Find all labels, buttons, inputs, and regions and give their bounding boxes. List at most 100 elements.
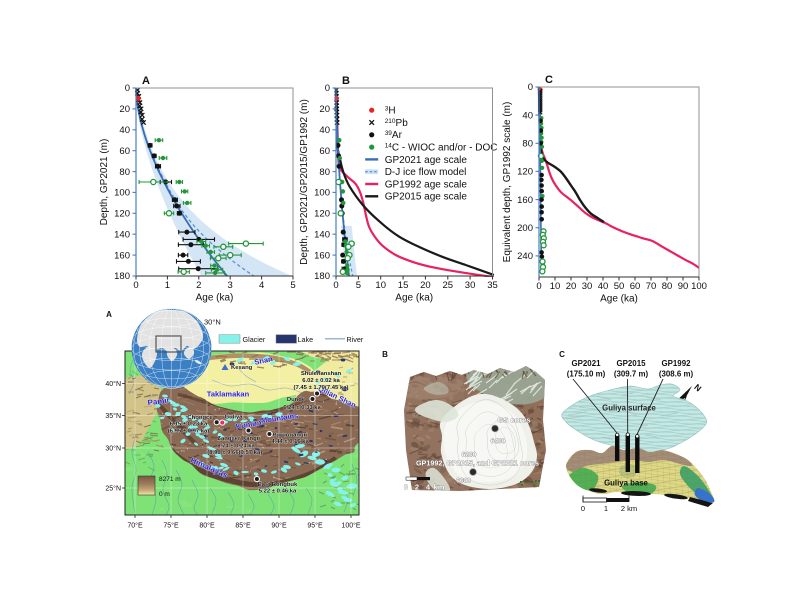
svg-text:40°N: 40°N (105, 380, 121, 388)
svg-text:B: B (342, 75, 350, 87)
svg-text:30: 30 (465, 280, 476, 291)
svg-text:85°E: 85°E (235, 522, 251, 530)
svg-text:Chongce: Chongce (187, 415, 213, 421)
svg-text:100: 100 (691, 281, 707, 292)
svg-text:Kesang: Kesang (231, 365, 253, 371)
svg-text:0: 0 (404, 483, 408, 492)
svg-text:6200: 6200 (462, 452, 477, 459)
svg-text:20: 20 (420, 280, 431, 291)
svg-text:A: A (106, 310, 112, 319)
svg-text:14C - WIOC and/or - DOC: 14C - WIOC and/or - DOC (385, 143, 498, 154)
svg-text:60: 60 (319, 146, 330, 157)
svg-text:50: 50 (614, 281, 625, 292)
svg-text:10: 10 (375, 280, 386, 291)
svg-text:60: 60 (119, 146, 130, 157)
svg-text:40: 40 (598, 281, 609, 292)
svg-text:km: km (434, 483, 445, 492)
svg-text:30: 30 (582, 281, 593, 292)
svg-text:6.02 ± 0.02 ka: 6.02 ± 0.02 ka (302, 378, 340, 384)
svg-text:25: 25 (443, 280, 454, 291)
svg-text:180: 180 (314, 271, 330, 282)
svg-text:4.44 ± 0.16 ka: 4.44 ± 0.16 ka (271, 439, 309, 445)
svg-text:90°E: 90°E (271, 522, 287, 530)
svg-text:Dunde: Dunde (287, 397, 306, 403)
svg-text:3: 3 (228, 280, 233, 291)
svg-text:80: 80 (522, 139, 533, 150)
svg-text:160: 160 (114, 250, 130, 261)
svg-text:0: 0 (133, 280, 138, 291)
svg-text:0: 0 (528, 82, 533, 93)
svg-text:(308.6 m): (308.6 m) (659, 370, 694, 379)
svg-text:120: 120 (314, 209, 330, 220)
svg-text:A: A (142, 75, 150, 87)
svg-text:Puruogangri: Puruogangri (272, 433, 307, 439)
svg-text:0: 0 (581, 504, 585, 513)
svg-text:100: 100 (314, 188, 330, 199)
svg-text:Shan: Shan (254, 354, 274, 367)
svg-text:35°N: 35°N (105, 412, 121, 420)
svg-text:30°N: 30°N (105, 444, 121, 452)
svg-text:5.22 ± 0.46 ka: 5.22 ± 0.46 ka (259, 489, 297, 495)
svg-text:60: 60 (630, 281, 641, 292)
svg-text:80°E: 80°E (199, 522, 215, 530)
svg-text:80: 80 (319, 167, 330, 178)
svg-text:10: 10 (550, 281, 561, 292)
svg-text:0: 0 (536, 281, 541, 292)
svg-text:25°N: 25°N (105, 484, 121, 492)
svg-text:5: 5 (356, 280, 361, 291)
svg-text:90: 90 (678, 281, 689, 292)
svg-text:Equivalent depth, GP1992 scale: Equivalent depth, GP1992 scale (m) (502, 102, 513, 263)
svg-text:Guliya: Guliya (225, 415, 244, 421)
svg-text:C: C (559, 350, 565, 359)
svg-text:200: 200 (517, 223, 533, 234)
svg-text:8.74 ± 0.24 ka: 8.74 ± 0.24 ka (217, 443, 255, 449)
svg-text:(6.95 ± 0.97 ka): (6.95 ± 0.97 ka) (168, 428, 210, 434)
svg-text:70°E: 70°E (127, 522, 143, 530)
svg-text:Age (ka): Age (ka) (395, 293, 433, 304)
svg-text:GP1992 age scale: GP1992 age scale (385, 179, 468, 190)
svg-text:Glacier: Glacier (243, 335, 266, 344)
svg-text:Guliya surface: Guliya surface (602, 404, 656, 413)
svg-text:1: 1 (165, 280, 170, 291)
svg-text:4: 4 (259, 280, 264, 291)
svg-text:(7.45 ± 1.70(7.45 ka): (7.45 ± 1.70(7.45 ka) (294, 385, 349, 391)
svg-text:35: 35 (487, 280, 498, 291)
svg-text:2: 2 (196, 280, 201, 291)
svg-text:GP1992: GP1992 (662, 359, 692, 368)
svg-text:GP2021 age scale: GP2021 age scale (385, 155, 468, 166)
svg-text:160: 160 (517, 195, 533, 206)
svg-text:GS cores: GS cores (497, 416, 530, 425)
svg-text:B: B (382, 350, 388, 359)
svg-text:100°E: 100°E (341, 522, 360, 530)
svg-text:6000: 6000 (456, 478, 471, 485)
svg-text:Zangser Kangri: Zangser Kangri (217, 436, 261, 442)
svg-text:39Ar: 39Ar (385, 130, 403, 141)
svg-text:140: 140 (114, 229, 130, 240)
svg-text:20: 20 (566, 281, 577, 292)
svg-text:5: 5 (290, 280, 295, 291)
svg-text:240: 240 (517, 251, 533, 262)
svg-text:0: 0 (333, 280, 338, 291)
svg-text:40: 40 (119, 125, 130, 136)
svg-text:GP2015 age scale: GP2015 age scale (385, 192, 468, 203)
svg-text:6.24 ± 0.33 ka: 6.24 ± 0.33 ka (283, 405, 321, 411)
svg-text:75°E: 75°E (163, 522, 179, 530)
svg-text:Taklamakan: Taklamakan (207, 390, 250, 399)
svg-text:20: 20 (319, 104, 330, 115)
svg-text:160: 160 (314, 250, 330, 261)
svg-text:40: 40 (319, 125, 330, 136)
svg-text:Depth, GP2021/GP2015/GP1992 (m: Depth, GP2021/GP2015/GP1992 (m) (299, 99, 310, 265)
svg-text:100: 100 (114, 188, 130, 199)
svg-text:0 m: 0 m (159, 491, 170, 498)
svg-text:Age (ka): Age (ka) (196, 293, 234, 304)
svg-text:2: 2 (415, 483, 419, 492)
svg-text:Pamir: Pamir (147, 396, 170, 408)
svg-text:GP2021: GP2021 (572, 359, 602, 368)
svg-text:Depth, GP2021 (m): Depth, GP2021 (m) (99, 139, 110, 226)
svg-text:Shulenanshan: Shulenanshan (301, 371, 342, 377)
svg-text:140: 140 (314, 229, 330, 240)
svg-text:6400: 6400 (491, 438, 506, 445)
svg-text:2 km: 2 km (621, 504, 637, 513)
svg-text:Guliya base: Guliya base (604, 479, 648, 488)
svg-text:GP1992, GP2015, and GP2021 cor: GP1992, GP2015, and GP2021 cores (416, 459, 539, 468)
